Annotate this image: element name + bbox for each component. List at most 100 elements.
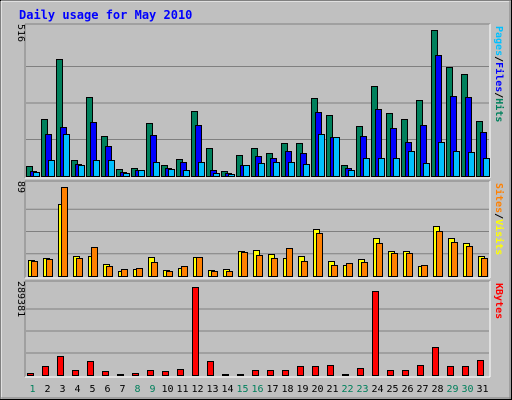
day-label-15: 15 [236,384,248,395]
day-label-5: 5 [89,384,95,395]
bar-pages-day-13 [213,173,220,177]
axis-label-part: / [493,56,504,62]
bar-kbytes-day-28 [432,347,439,376]
bar-pages-day-15 [243,165,250,177]
bar-kbytes-day-16 [252,370,259,376]
day-label-30: 30 [461,384,473,395]
axis-label-part: Hits [493,98,505,122]
series-pages [33,134,490,177]
bar-kbytes-day-4 [72,370,79,376]
chart-title: Daily usage for May 2010 [19,8,192,22]
day-label-28: 28 [431,384,443,395]
bar-sites-day-9 [151,262,158,277]
bar-sites-day-3 [61,187,68,277]
bar-pages-day-3 [63,134,70,177]
bar-kbytes-day-5 [87,361,94,376]
bar-kbytes-day-9 [147,370,154,376]
day-label-6: 6 [104,384,110,395]
bar-kbytes-day-22 [342,374,349,376]
axis-label-hits-files-pages: Pages/Files/Hits [493,26,505,122]
axis-label-part: Visits [493,219,505,255]
day-label-13: 13 [206,384,218,395]
day-label-7: 7 [119,384,125,395]
day-label-21: 21 [326,384,338,395]
day-label-18: 18 [281,384,293,395]
axis-label-part: Sites [493,183,505,213]
bar-sites-day-13 [211,271,218,277]
day-label-9: 9 [149,384,155,395]
bar-sites-day-16 [256,255,263,277]
bar-pages-day-19 [303,164,310,177]
bar-kbytes-day-30 [462,366,469,376]
bar-sites-day-26 [406,253,413,277]
day-label-1: 1 [29,384,35,395]
axis-label-visits-sites: Sites/Visits [493,183,505,255]
day-label-8: 8 [134,384,140,395]
bar-kbytes-day-24 [372,291,379,376]
bar-kbytes-day-18 [282,370,289,376]
bar-kbytes-day-15 [237,374,244,376]
day-label-17: 17 [266,384,278,395]
bar-pages-day-28 [438,142,445,177]
bar-kbytes-day-19 [297,366,304,376]
bar-pages-day-8 [138,170,145,177]
bar-sites-day-8 [136,268,143,277]
bar-pages-day-9 [153,162,160,177]
bar-sites-day-10 [166,271,173,277]
bar-sites-day-27 [421,265,428,277]
bar-sites-day-30 [466,246,473,277]
bar-kbytes-day-1 [27,373,34,376]
bar-pages-day-27 [423,163,430,177]
bar-kbytes-day-21 [327,365,334,376]
series-hits [26,30,483,177]
panel-visits-sites: 89 Sites/Visits [15,180,505,279]
bar-pages-day-18 [288,162,295,177]
day-label-22: 22 [341,384,353,395]
day-label-16: 16 [251,384,263,395]
bar-sites-day-31 [481,258,488,277]
bar-pages-day-21 [333,137,340,177]
series-sites [31,187,488,277]
bar-pages-day-17 [273,162,280,177]
bar-pages-day-31 [483,158,490,177]
bar-pages-day-6 [108,160,115,177]
bar-pages-day-1 [33,172,40,177]
bar-sites-day-21 [331,265,338,277]
y-max-label: 516 [15,24,26,42]
bar-kbytes-day-13 [207,361,214,376]
bar-pages-day-11 [183,170,190,177]
bar-sites-day-29 [451,242,458,277]
bar-kbytes-day-17 [267,370,274,376]
day-label-23: 23 [356,384,368,395]
bar-kbytes-day-11 [177,369,184,376]
day-label-19: 19 [296,384,308,395]
axis-label-part: Files [493,62,505,92]
day-label-12: 12 [191,384,203,395]
day-label-11: 11 [176,384,188,395]
bar-kbytes-day-8 [132,373,139,376]
bar-pages-day-10 [168,169,175,177]
bar-kbytes-day-20 [312,366,319,376]
bar-pages-day-4 [78,165,85,177]
bar-pages-day-23 [363,158,370,177]
bar-kbytes-day-2 [42,366,49,376]
day-label-25: 25 [386,384,398,395]
bar-pages-day-2 [48,160,55,177]
series-kbytes [27,287,484,376]
bar-kbytes-day-31 [477,360,484,376]
bar-kbytes-day-27 [417,365,424,376]
bar-sites-day-14 [226,271,233,277]
panel-hits-files-pages: 516 Pages/Files/Hits [15,23,505,179]
bar-kbytes-day-6 [102,371,109,376]
bar-kbytes-day-23 [357,368,364,376]
bar-kbytes-day-14 [222,374,229,376]
axis-label-part: Pages [493,26,504,56]
bar-kbytes-day-3 [57,356,64,376]
bar-pages-day-14 [228,174,235,177]
bar-pages-day-20 [318,134,325,177]
bar-pages-day-29 [453,151,460,177]
bar-pages-day-22 [348,170,355,177]
bar-kbytes-day-25 [387,370,394,376]
